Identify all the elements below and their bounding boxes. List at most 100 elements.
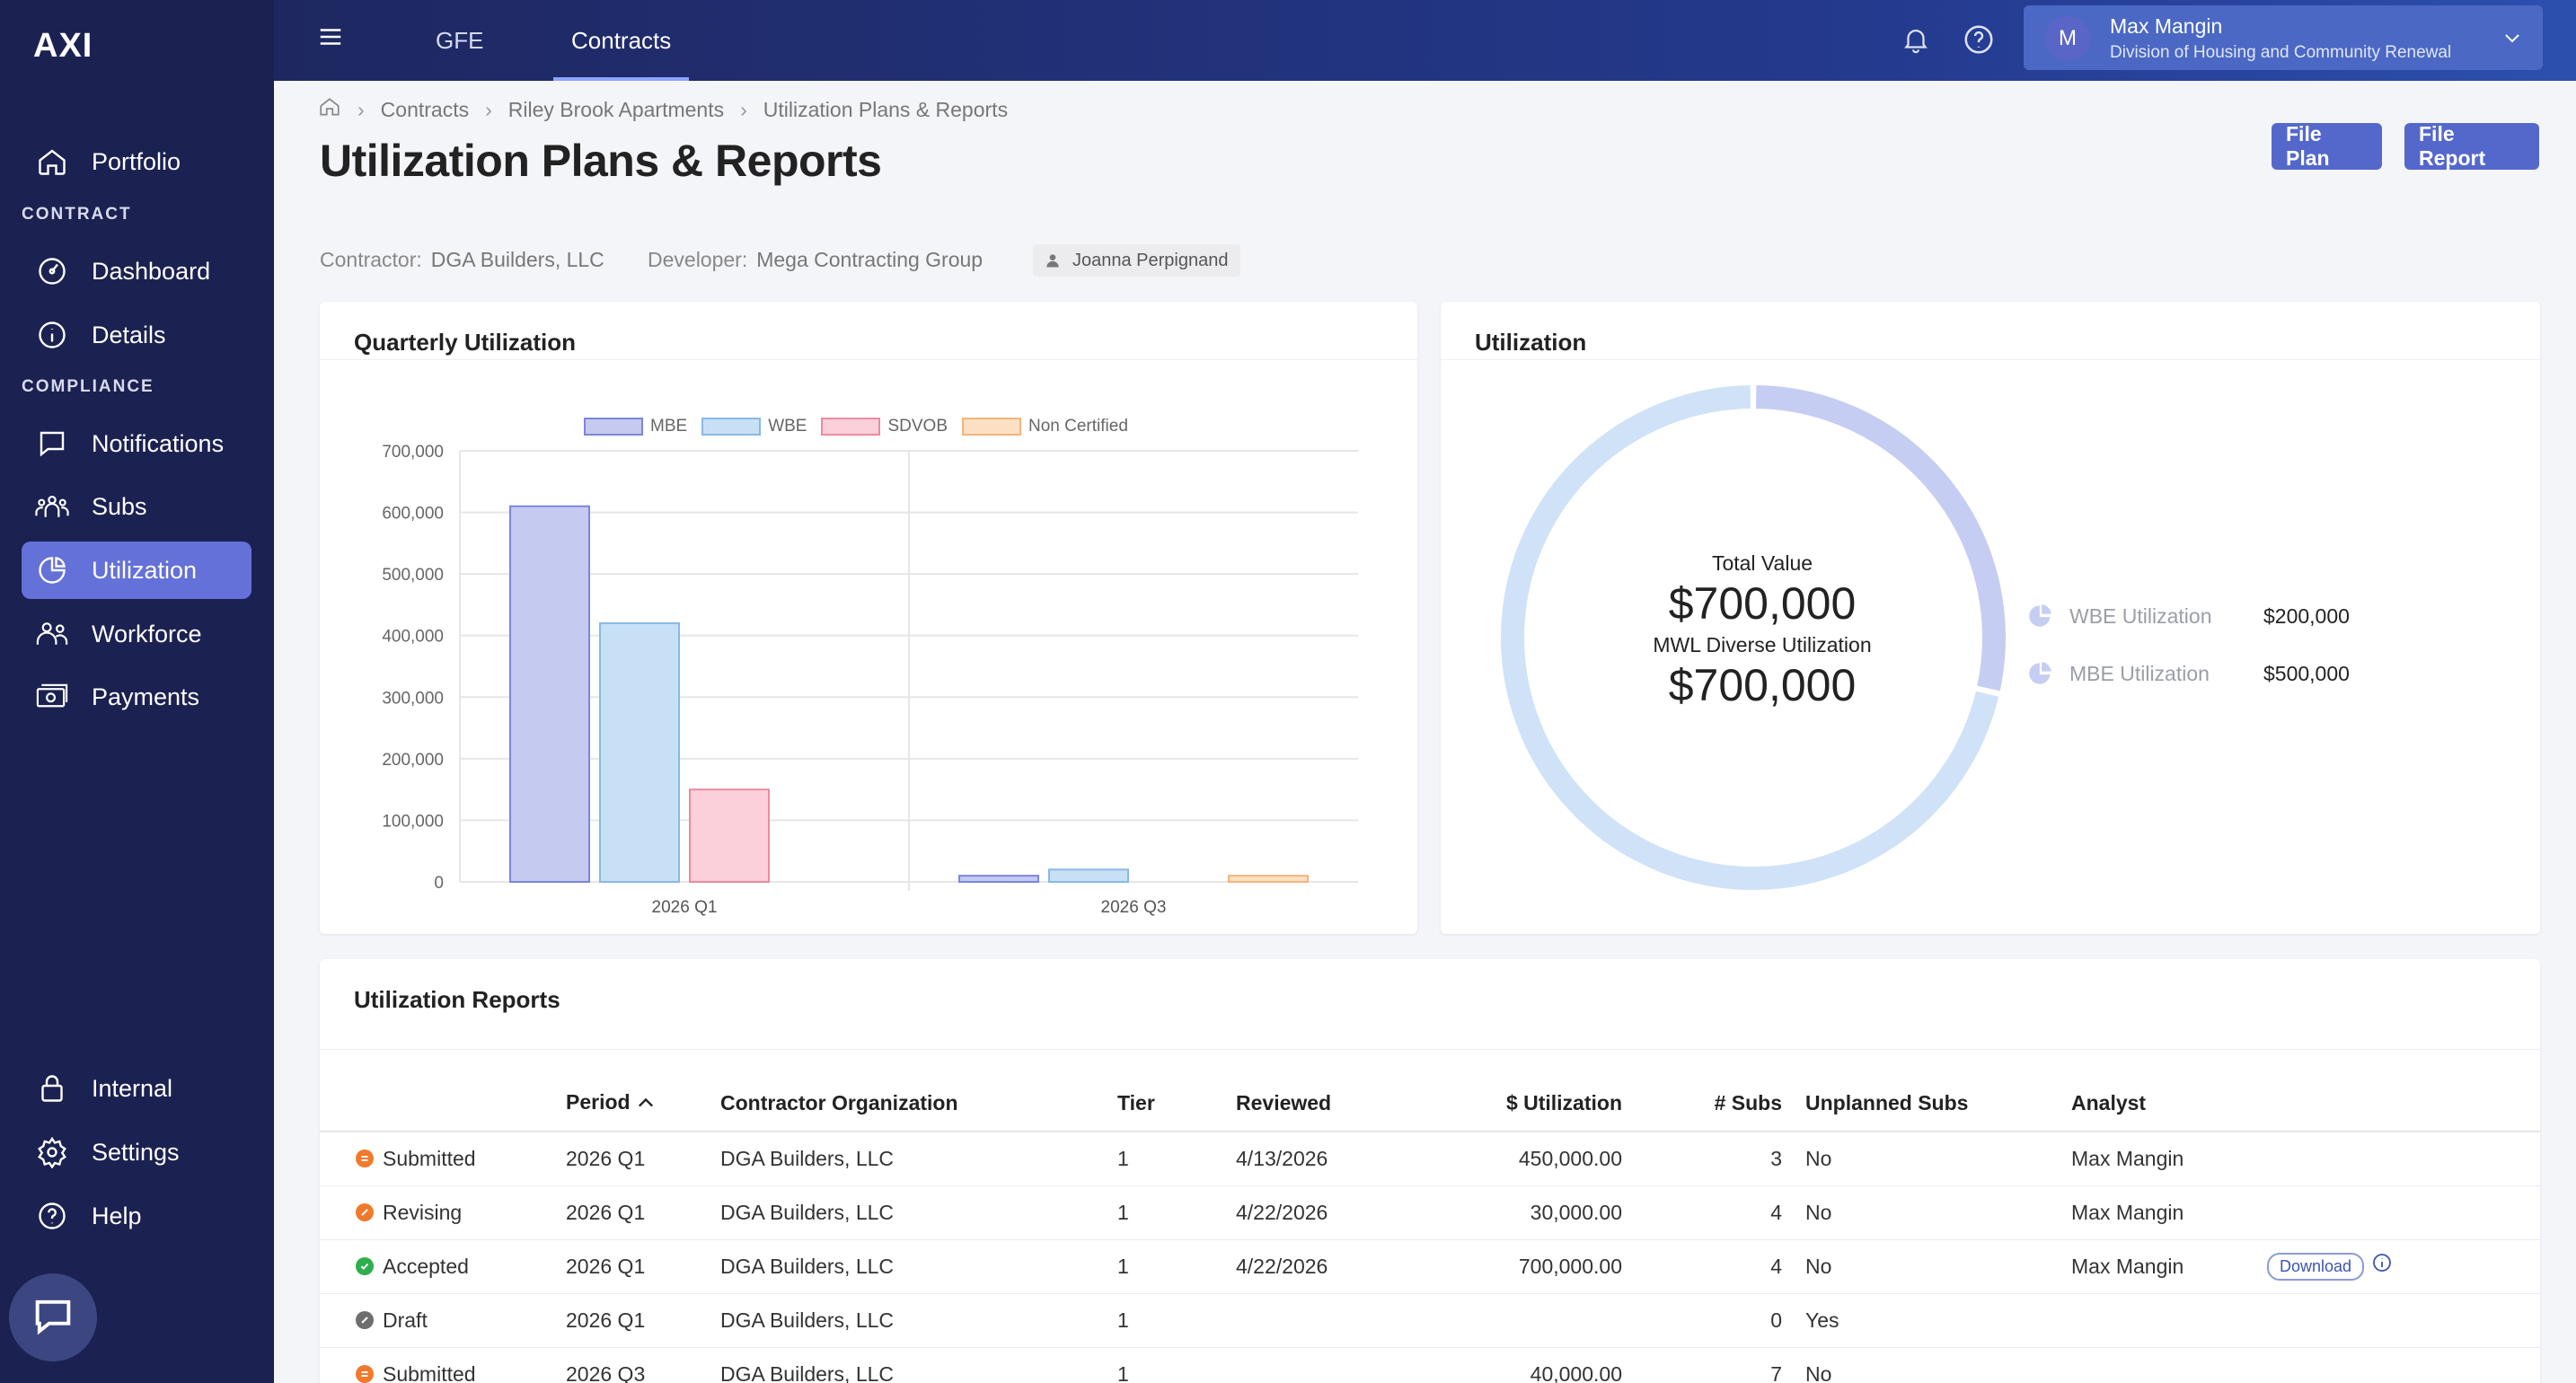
status-icon xyxy=(356,1257,374,1275)
home-icon xyxy=(32,142,72,181)
info-icon[interactable] xyxy=(2371,1252,2393,1279)
col-subs[interactable]: # Subs xyxy=(1622,1076,1782,1132)
sidebar-item-notifications[interactable]: Notifications xyxy=(22,415,251,472)
dashboard-icon xyxy=(32,251,72,291)
table-row[interactable]: Submitted 2026 Q3 DGA Builders, LLC 1 40,000… xyxy=(320,1347,2540,1383)
period-cell: 2026 Q3 xyxy=(566,1347,720,1383)
total-label: Total Value xyxy=(1711,551,1813,575)
period-cell: 2026 Q1 xyxy=(566,1293,720,1348)
developer-label: Developer: xyxy=(648,248,748,271)
bar-mbe xyxy=(958,875,1039,883)
sidebar-item-utilization[interactable]: Utilization xyxy=(22,542,251,599)
y-tick-label: 200,000 xyxy=(382,751,444,770)
bar-mbe xyxy=(509,505,590,883)
tab-contracts[interactable]: Contracts xyxy=(552,0,690,81)
x-tick-label: 2026 Q1 xyxy=(652,898,718,917)
tier-cell: 1 xyxy=(1117,1185,1236,1240)
col-org[interactable]: Contractor Organization xyxy=(720,1076,1117,1132)
sidebar-item-subs[interactable]: Subs xyxy=(22,478,251,535)
sidebar-item-details[interactable]: Details xyxy=(22,306,251,364)
status-icon xyxy=(356,1311,374,1329)
home-icon[interactable] xyxy=(318,95,341,124)
analyst-cell: Max Mangin xyxy=(2071,1132,2267,1186)
mwl-value: $700,000 xyxy=(1668,660,1857,710)
sidebar-item-dashboard[interactable]: Dashboard xyxy=(22,242,251,300)
file-report-button[interactable]: File Report xyxy=(2404,122,2539,170)
analyst-cell: Max Mangin xyxy=(2071,1239,2267,1294)
table-row[interactable]: Revising 2026 Q1 DGA Builders, LLC 1 4/22/20… xyxy=(320,1185,2540,1240)
col-tier[interactable]: Tier xyxy=(1117,1076,1236,1132)
user-name: Max Mangin xyxy=(2110,14,2223,38)
breadcrumb-project[interactable]: Riley Brook Apartments xyxy=(507,97,725,121)
donut-segment-wbe[interactable] xyxy=(1756,385,2006,692)
table-row[interactable]: Submitted 2026 Q1 DGA Builders, LLC 1 4/13/2… xyxy=(320,1132,2540,1186)
utilization-cell xyxy=(1435,1293,1622,1348)
org-cell: DGA Builders, LLC xyxy=(720,1347,1117,1383)
y-tick-label: 400,000 xyxy=(382,628,444,647)
reviewed-cell: 4/13/2026 xyxy=(1236,1132,1435,1186)
table-row[interactable]: Accepted 2026 Q1 DGA Builders, LLC 1 4/22/20… xyxy=(320,1239,2540,1294)
y-tick-label: 700,000 xyxy=(382,443,444,462)
user-menu[interactable]: M Max Mangin Division of Housing and Com… xyxy=(2024,5,2543,70)
status-cell: Revising xyxy=(320,1185,566,1240)
sidebar-item-workforce[interactable]: Workforce xyxy=(22,605,251,663)
download-button[interactable]: Download xyxy=(2267,1252,2365,1281)
help-icon[interactable] xyxy=(1959,20,1998,59)
period-cell: 2026 Q1 xyxy=(566,1132,720,1186)
sidebar-item-label: Subs xyxy=(92,492,147,520)
legend-label: WBE xyxy=(768,417,807,436)
sidebar-item-portfolio[interactable]: Portfolio xyxy=(22,133,251,190)
unplanned-cell: No xyxy=(1782,1347,2071,1383)
bell-icon[interactable] xyxy=(1896,20,1936,59)
gear-icon xyxy=(32,1132,72,1172)
sidebar-item-internal[interactable]: Internal xyxy=(22,1060,251,1117)
status-cell: Submitted xyxy=(320,1132,566,1186)
sidebar-item-payments[interactable]: Payments xyxy=(22,668,251,726)
breadcrumb-contracts[interactable]: Contracts xyxy=(380,97,470,121)
col-unplanned[interactable]: Unplanned Subs xyxy=(1782,1076,2071,1132)
menu-icon[interactable] xyxy=(317,23,349,56)
legend-item[interactable]: SDVOB xyxy=(821,417,948,436)
unplanned-cell: No xyxy=(1782,1132,2071,1186)
sidebar-item-label: Dashboard xyxy=(92,257,211,285)
developer-info: Developer: Mega Contracting Group xyxy=(648,248,983,272)
tab-gfe[interactable]: GFE xyxy=(436,26,484,54)
donut-segment-mbe[interactable] xyxy=(1501,385,1999,890)
unplanned-cell: Yes xyxy=(1782,1293,2071,1348)
analyst-cell: Max Mangin xyxy=(2071,1185,2267,1240)
col-reviewed[interactable]: Reviewed xyxy=(1236,1076,1435,1132)
sidebar-item-label: Workforce xyxy=(92,620,202,647)
col-utilization[interactable]: $ Utilization xyxy=(1435,1076,1622,1132)
legend-item[interactable]: Non Certified xyxy=(962,417,1128,436)
status-label: Submitted xyxy=(383,1361,476,1383)
analyst-cell xyxy=(2071,1347,2267,1383)
sidebar-item-label: Help xyxy=(92,1202,142,1229)
legend-swatch xyxy=(962,418,1021,436)
sidebar-item-help[interactable]: Help xyxy=(22,1187,251,1245)
chart-legend: MBE WBE SDVOB Non Certified xyxy=(584,417,1142,436)
chat-button[interactable] xyxy=(9,1273,97,1361)
status-label: Draft xyxy=(383,1308,428,1332)
legend-item[interactable]: WBE xyxy=(701,417,807,436)
sidebar-item-label: Payments xyxy=(92,683,200,710)
sidebar-item-settings[interactable]: Settings xyxy=(22,1123,251,1181)
legend-item[interactable]: MBE xyxy=(584,417,687,436)
col-period[interactable]: Period xyxy=(566,1076,720,1132)
unplanned-cell: No xyxy=(1782,1185,2071,1240)
legend-label: Non Certified xyxy=(1028,417,1128,436)
bar-wbe xyxy=(1048,868,1129,883)
col-label: Period xyxy=(566,1090,631,1114)
col-analyst[interactable]: Analyst xyxy=(2071,1076,2267,1132)
table-row[interactable]: Draft 2026 Q1 DGA Builders, LLC 1 0 Yes xyxy=(320,1293,2540,1348)
status-icon xyxy=(356,1365,374,1383)
actions-cell xyxy=(2267,1347,2540,1383)
legend-swatch xyxy=(821,418,881,436)
file-plan-button[interactable]: File Plan xyxy=(2272,122,2382,170)
message-icon xyxy=(32,424,72,463)
status-label: Submitted xyxy=(383,1146,476,1170)
person-chip[interactable]: Joanna Perpignand xyxy=(1033,244,1241,277)
y-tick-label: 600,000 xyxy=(382,505,444,524)
card-title: Utilization Reports xyxy=(354,986,560,1013)
tier-cell: 1 xyxy=(1117,1293,1236,1348)
top-bar: GFE Contracts M Max Mangin Division of H… xyxy=(274,0,2576,81)
